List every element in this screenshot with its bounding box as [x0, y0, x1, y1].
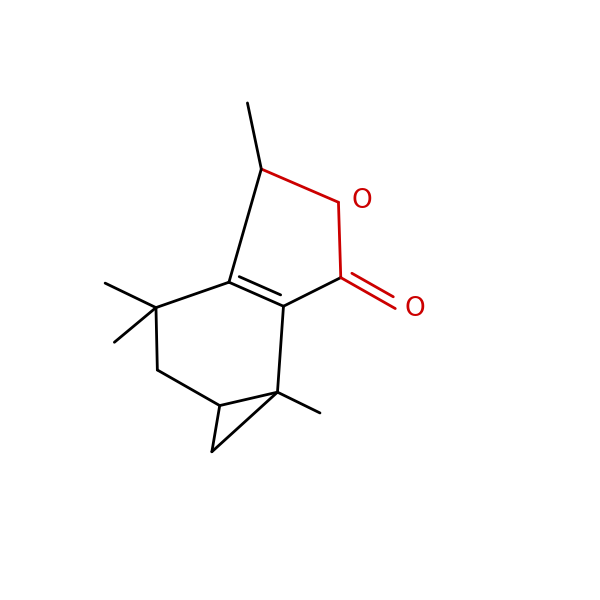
- Text: O: O: [404, 296, 425, 322]
- Text: O: O: [352, 188, 372, 214]
